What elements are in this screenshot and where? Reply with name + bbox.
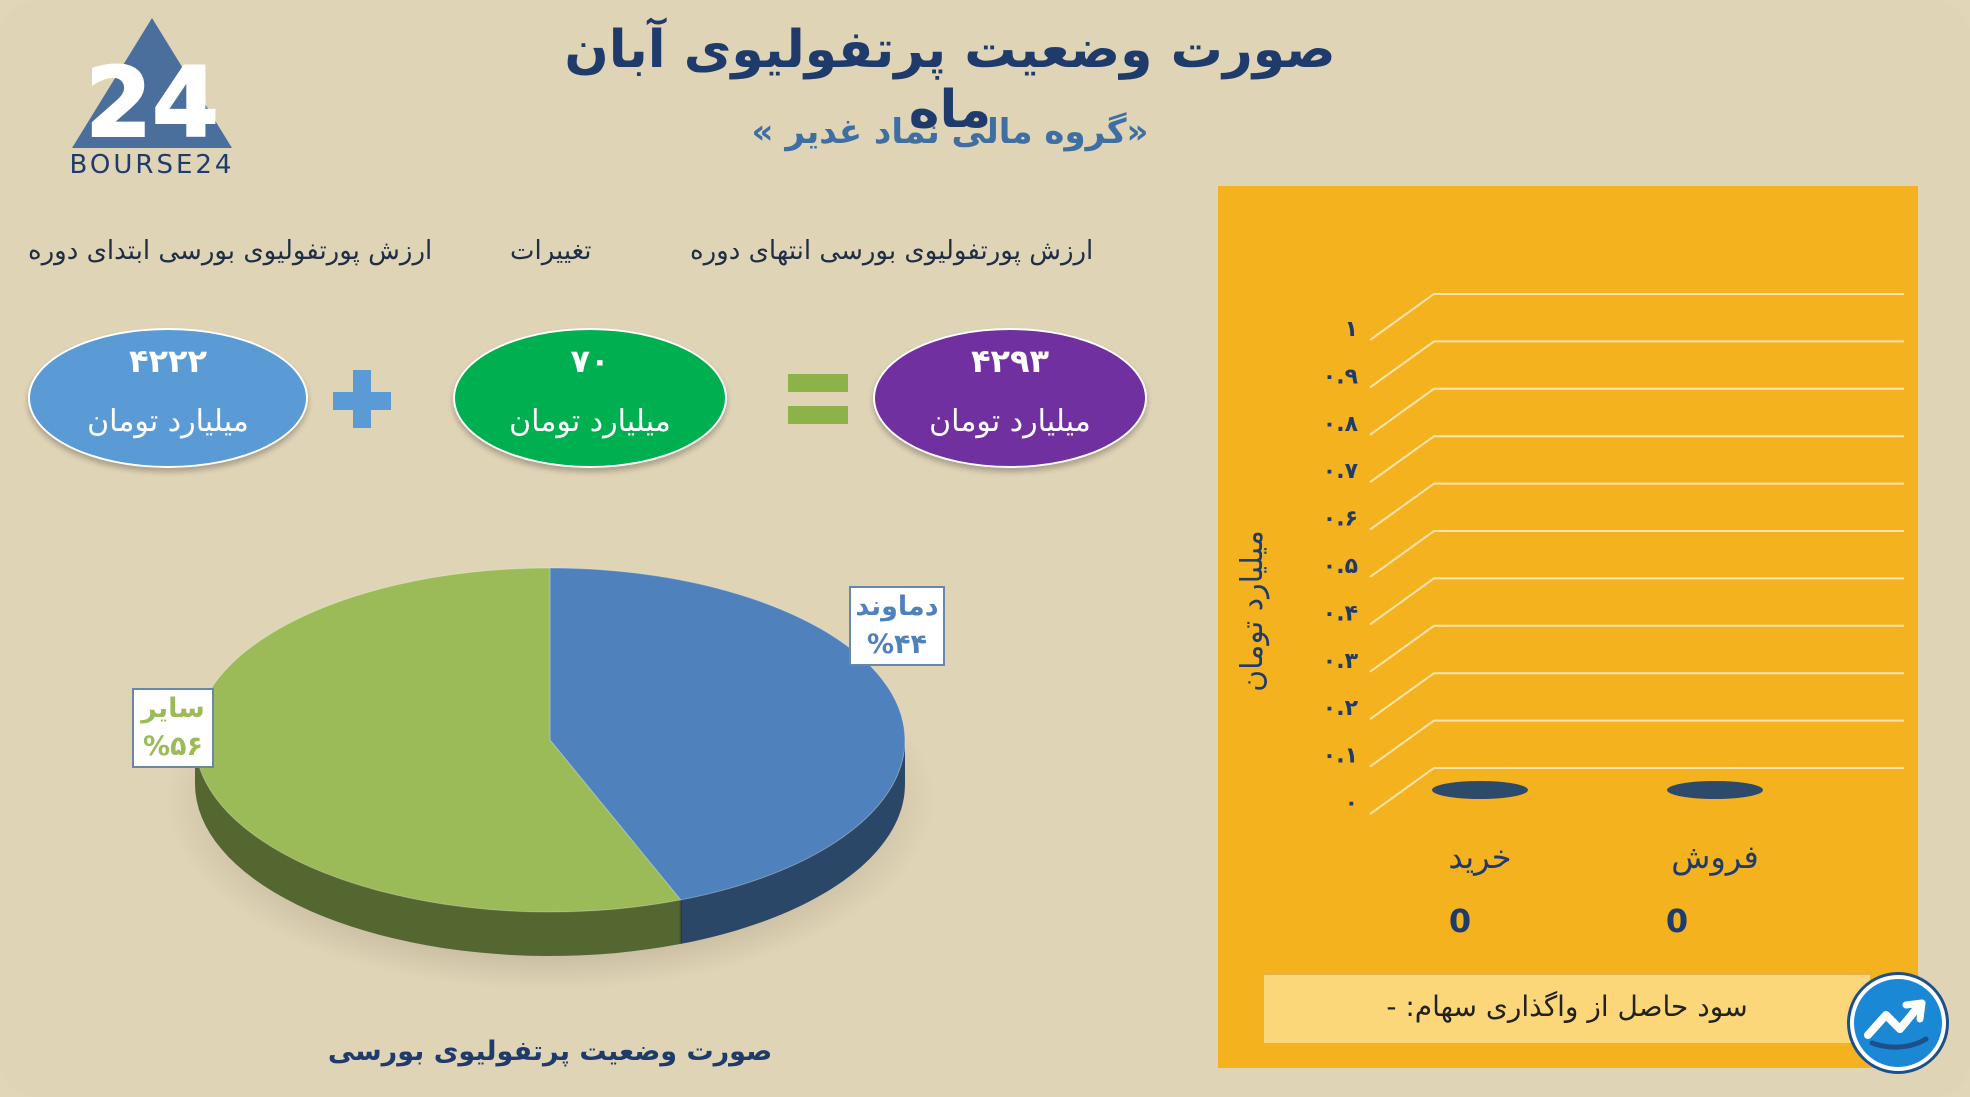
y-tick-label-10: ۱ (1345, 317, 1358, 342)
equals-icon-lower (788, 406, 848, 424)
page-subtitle: «گروه مالی نماد غدیر » (751, 112, 1149, 152)
change-label: تغییرات (510, 236, 592, 266)
pie-label-damavand: دماوند %۴۴ (849, 586, 945, 666)
start-value-label: ارزش پورتفولیوی بورسی ابتدای دوره (28, 236, 433, 266)
bar-value-label-0: 0 (1449, 902, 1471, 940)
pie-label-damavand-name: دماوند (855, 591, 939, 622)
pie-label-other-name: سایر (141, 693, 205, 724)
y-tick-label-9: ۰.۹ (1323, 364, 1358, 389)
grid-line-2 (1369, 672, 1904, 721)
end-value-label: ارزش پورتفولیوی بورسی انتهای دوره (690, 236, 1094, 266)
start-value-number: ۴۲۲۲ (128, 342, 208, 380)
start-value-unit: میلیارد تومان (87, 404, 249, 439)
portfolio-pie-chart (165, 567, 935, 990)
sale-profit-box: سود حاصل از واگذاری سهام: - (1263, 974, 1871, 1044)
pie-chart-title: صورت وضعیت پرتفولیوی بورسی (327, 1036, 773, 1067)
y-tick-label-8: ۰.۸ (1323, 412, 1359, 437)
pie-label-other-value: %۵۶ (142, 731, 203, 762)
trade-bar-chart: ۰ ۰.۱ ۰.۲ ۰.۳ ۰.۴ ۰.۵ ۰.۶ ۰.۷ ۰.۸ ۰.۹ ۱ خرید فروش 0… (1235, 293, 1904, 940)
logo-mark: 24 (85, 47, 219, 159)
trade-chart-panel (1218, 186, 1918, 1068)
end-value-unit: میلیارد تومان (929, 404, 1091, 439)
end-value-ellipse: ۴۲۹۳ میلیارد تومان (873, 328, 1147, 468)
y-tick-label-1: ۰.۱ (1323, 744, 1358, 769)
end-value-number: ۴۲۹۳ (970, 342, 1050, 380)
grid-line-4 (1369, 577, 1904, 626)
grid-line-9 (1369, 340, 1904, 389)
change-value-ellipse: ۷۰ میلیارد تومان (453, 328, 727, 468)
grid-line-5 (1369, 530, 1904, 578)
pie-slice-1 (194, 567, 682, 913)
y-tick-label-2: ۰.۲ (1323, 696, 1359, 721)
grid-line-1 (1369, 719, 1904, 768)
category-label-1: فروش (1671, 838, 1758, 876)
pie-slice-0 (549, 567, 906, 901)
bourse24-logo: 24 (72, 18, 232, 160)
y-tick-label-7: ۰.۷ (1323, 459, 1359, 484)
grid-line-0 (1369, 767, 1904, 815)
y-tick-label-6: ۰.۶ (1323, 507, 1358, 532)
y-axis-label: میلیارد تومان (1235, 530, 1270, 692)
logo-text: BOURSE24 (69, 150, 235, 180)
start-value-ellipse: ۴۲۲۲ میلیارد تومان (28, 328, 308, 468)
pie-side-1-0 (195, 740, 681, 956)
grid-line-3 (1369, 624, 1904, 673)
bar-0 (1432, 781, 1528, 799)
grid-line-7 (1369, 435, 1904, 484)
grid-line-8 (1369, 387, 1904, 436)
plus-icon-vertical (353, 370, 371, 428)
pie-side-0-0 (680, 740, 905, 944)
bar-value-label-1: 0 (1666, 902, 1688, 940)
trend-badge-icon (1850, 975, 1946, 1071)
change-value-number: ۷۰ (570, 342, 610, 380)
pie-label-damavand-value: %۴۴ (866, 629, 927, 660)
grid-line-10 (1369, 293, 1904, 341)
grid-line-6 (1369, 482, 1904, 531)
y-tick-label-5: ۰.۵ (1323, 554, 1358, 579)
page-title: صورت وضعیت پرتفولیوی آبان ماه (564, 20, 1336, 140)
equals-icon (788, 374, 848, 392)
bar-1 (1667, 781, 1763, 799)
category-label-0: خرید (1448, 838, 1511, 876)
y-tick-label-4: ۰.۴ (1323, 601, 1358, 626)
y-tick-label-0: ۰ (1345, 791, 1358, 816)
y-tick-label-3: ۰.۳ (1323, 649, 1359, 674)
change-value-unit: میلیارد تومان (509, 404, 671, 439)
pie-label-other: سایر %۵۶ (132, 688, 214, 768)
